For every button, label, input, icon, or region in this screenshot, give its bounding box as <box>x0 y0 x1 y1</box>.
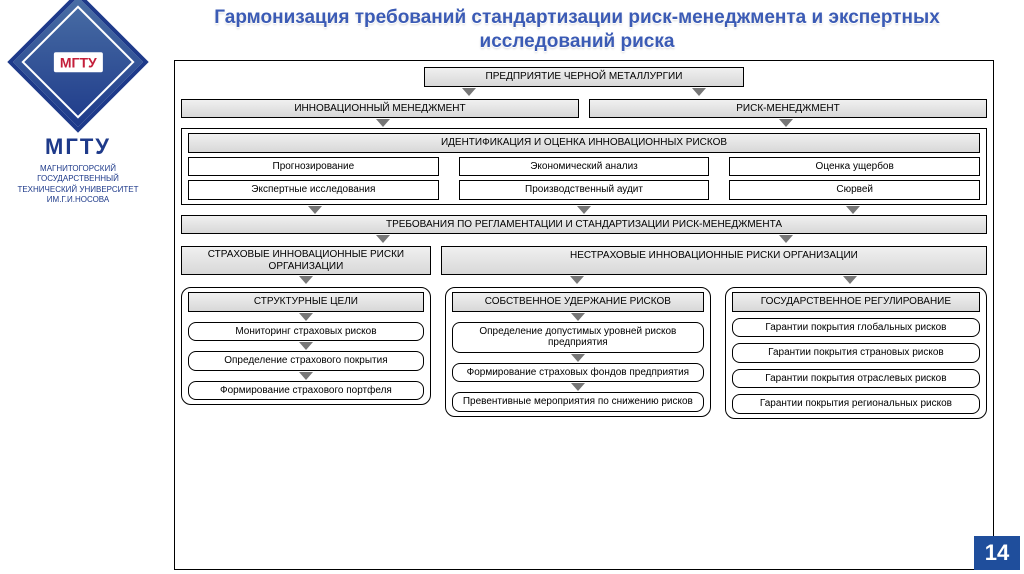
node-noninsurance-risks: НЕСТРАХОВЫЕ ИННОВАЦИОННЫЕ РИСКИ ОРГАНИЗА… <box>441 246 987 275</box>
arrow-icon <box>843 276 857 284</box>
arrow-icon <box>571 354 585 362</box>
colB-item-2: Превентивные мероприятия по снижению рис… <box>452 392 704 412</box>
ident-r2-2: Сюрвей <box>729 180 980 200</box>
arrow-icon <box>299 372 313 380</box>
arrow-icon <box>462 88 476 96</box>
arrow-icon <box>299 276 313 284</box>
colC-item-0: Гарантии покрытия глобальных рисков <box>732 318 980 338</box>
panel-structural-goals: СТРУКТУРНЫЕ ЦЕЛИ Мониторинг страховых ри… <box>181 287 431 405</box>
colC-item-2: Гарантии покрытия отраслевых рисков <box>732 369 980 389</box>
colA-item-0: Мониторинг страховых рисков <box>188 322 424 342</box>
logo-diamond: МГТУ <box>7 0 148 133</box>
panel-self-retention: СОБСТВЕННОЕ УДЕРЖАНИЕ РИСКОВ Определение… <box>445 287 711 417</box>
ident-r2-0: Экспертные исследования <box>188 180 439 200</box>
colB-item-1: Формирование страховых фондов предприяти… <box>452 363 704 383</box>
ident-r1-0: Прогнозирование <box>188 157 439 177</box>
arrow-icon <box>299 313 313 321</box>
arrow-icon <box>570 276 584 284</box>
colC-header: ГОСУДАРСТВЕННОЕ РЕГУЛИРОВАНИЕ <box>732 292 980 312</box>
arrow-icon <box>779 235 793 243</box>
page-title: Гармонизация требований стандартизации р… <box>160 6 994 54</box>
logo-abbr: МГТУ <box>54 52 103 72</box>
arrow-icon <box>692 88 706 96</box>
node-insurance-risks: СТРАХОВЫЕ ИННОВАЦИОННЫЕ РИСКИ ОРГАНИЗАЦИ… <box>181 246 431 275</box>
node-enterprise: ПРЕДПРИЯТИЕ ЧЕРНОЙ МЕТАЛЛУРГИИ <box>424 67 744 87</box>
panel-gov-regulation: ГОСУДАРСТВЕННОЕ РЕГУЛИРОВАНИЕ Гарантии п… <box>725 287 987 419</box>
colC-item-3: Гарантии покрытия региональных рисков <box>732 394 980 414</box>
logo-title: МГТУ <box>8 134 148 160</box>
colA-item-1: Определение страхового покрытия <box>188 351 424 371</box>
node-risk-mgmt: РИСК-МЕНЕДЖМЕНТ <box>589 99 987 119</box>
arrow-icon <box>376 235 390 243</box>
arrow-icon <box>577 206 591 214</box>
ident-r1-1: Экономический анализ <box>459 157 710 177</box>
ident-header: ИДЕНТИФИКАЦИЯ И ОЦЕНКА ИННОВАЦИОННЫХ РИС… <box>188 133 980 153</box>
arrow-icon <box>846 206 860 214</box>
arrow-icon <box>779 119 793 127</box>
arrow-icon <box>376 119 390 127</box>
logo-block: МГТУ МГТУ МАГНИТОГОРСКИЙ ГОСУДАРСТВЕННЫЙ… <box>8 12 148 206</box>
slide-number-badge: 14 <box>974 536 1020 570</box>
node-requirements: ТРЕБОВАНИЯ ПО РЕГЛАМЕНТАЦИИ И СТАНДАРТИЗ… <box>181 215 987 235</box>
ident-r2-1: Производственный аудит <box>459 180 710 200</box>
arrow-icon <box>308 206 322 214</box>
arrow-icon <box>571 383 585 391</box>
colB-item-0: Определение допустимых уровней рисков пр… <box>452 322 704 353</box>
arrow-icon <box>299 342 313 350</box>
colA-header: СТРУКТУРНЫЕ ЦЕЛИ <box>188 292 424 312</box>
colA-item-2: Формирование страхового портфеля <box>188 381 424 401</box>
arrow-icon <box>571 313 585 321</box>
node-innov-mgmt: ИННОВАЦИОННЫЙ МЕНЕДЖМЕНТ <box>181 99 579 119</box>
logo-subtitle: МАГНИТОГОРСКИЙ ГОСУДАРСТВЕННЫЙ ТЕХНИЧЕСК… <box>8 164 148 206</box>
colC-item-1: Гарантии покрытия страновых рисков <box>732 343 980 363</box>
colB-header: СОБСТВЕННОЕ УДЕРЖАНИЕ РИСКОВ <box>452 292 704 312</box>
panel-identification: ИДЕНТИФИКАЦИЯ И ОЦЕНКА ИННОВАЦИОННЫХ РИС… <box>181 128 987 205</box>
ident-r1-2: Оценка ущербов <box>729 157 980 177</box>
diagram-frame: ПРЕДПРИЯТИЕ ЧЕРНОЙ МЕТАЛЛУРГИИ ИННОВАЦИО… <box>174 60 994 570</box>
